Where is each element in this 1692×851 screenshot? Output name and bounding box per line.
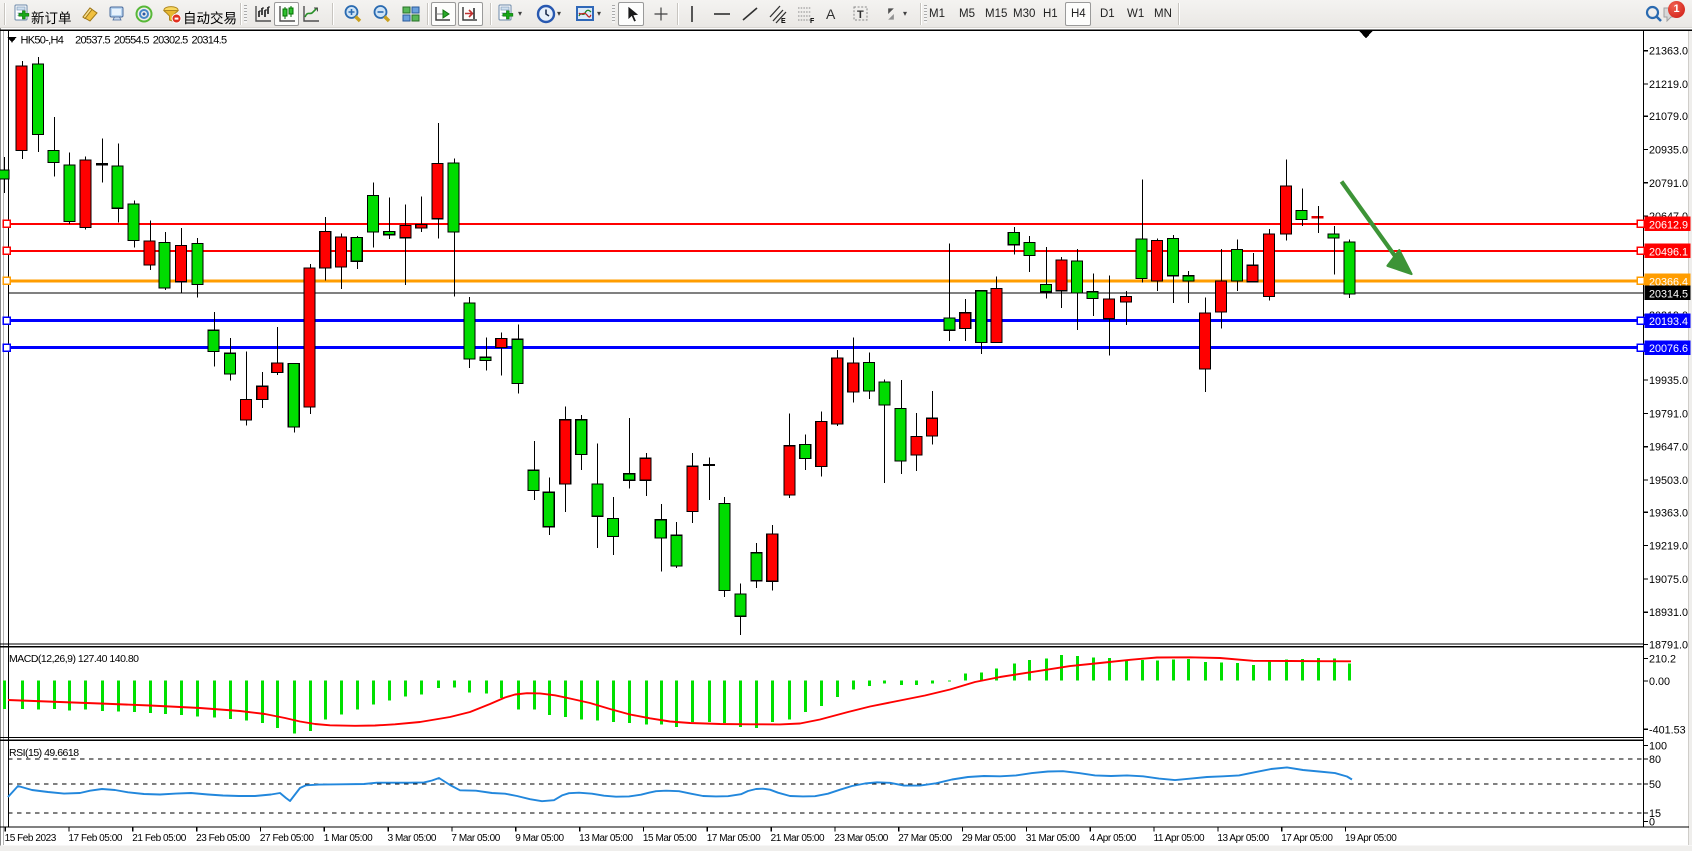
svg-text:20314.5: 20314.5 [1649,288,1688,300]
svg-text:19 Apr 05:00: 19 Apr 05:00 [1345,833,1397,844]
svg-text:19219.0: 19219.0 [1649,541,1688,553]
svg-text:21363.0: 21363.0 [1649,46,1688,58]
svg-text:RSI(15) 49.6618: RSI(15) 49.6618 [9,747,79,759]
svg-text:1 Mar 05:00: 1 Mar 05:00 [324,833,373,844]
svg-text:19647.0: 19647.0 [1649,442,1688,454]
svg-text:9 Mar 05:00: 9 Mar 05:00 [515,833,564,844]
svg-text:50: 50 [1649,779,1661,791]
svg-text:15: 15 [1649,808,1661,820]
svg-text:F: F [810,18,815,24]
svg-text:0.00: 0.00 [1649,676,1670,688]
svg-text:19075.0: 19075.0 [1649,574,1688,586]
svg-text:21 Mar 05:00: 21 Mar 05:00 [771,833,825,844]
svg-text:18791.0: 18791.0 [1649,640,1688,652]
svg-text:20076.6: 20076.6 [1649,343,1688,355]
svg-text:29 Mar 05:00: 29 Mar 05:00 [962,833,1016,844]
svg-text:19791.0: 19791.0 [1649,408,1688,420]
svg-text:19935.0: 19935.0 [1649,375,1688,387]
svg-text:4 Apr 05:00: 4 Apr 05:00 [1090,833,1137,844]
svg-text:100: 100 [1649,741,1667,753]
svg-text:17 Feb 05:00: 17 Feb 05:00 [68,833,122,844]
svg-text:HK50-,H4 20537.5 20554.5 203: HK50-,H4 20537.5 20554.5 20302.5 20314.5 [21,34,227,46]
svg-text:E: E [781,18,786,24]
svg-text:23 Mar 05:00: 23 Mar 05:00 [834,833,888,844]
svg-text:15 Feb 2023: 15 Feb 2023 [5,833,57,844]
svg-text:20366.4: 20366.4 [1649,276,1688,288]
svg-text:21219.0: 21219.0 [1649,79,1688,91]
svg-text:7 Mar 05:00: 7 Mar 05:00 [451,833,500,844]
svg-text:210.2: 210.2 [1649,654,1676,666]
svg-text:13 Mar 05:00: 13 Mar 05:00 [579,833,633,844]
svg-text:20496.1: 20496.1 [1649,246,1688,258]
svg-text:-401.53: -401.53 [1649,724,1686,736]
svg-text:0: 0 [1649,817,1655,829]
svg-text:13 Apr 05:00: 13 Apr 05:00 [1217,833,1269,844]
svg-text:20193.4: 20193.4 [1649,316,1688,328]
svg-text:11 Apr 05:00: 11 Apr 05:00 [1154,833,1205,844]
svg-text:17 Apr 05:00: 17 Apr 05:00 [1281,833,1333,844]
svg-text:20935.0: 20935.0 [1649,145,1688,157]
svg-text:15 Mar 05:00: 15 Mar 05:00 [643,833,697,844]
svg-text:20791.0: 20791.0 [1649,178,1688,190]
svg-text:19363.0: 19363.0 [1649,507,1688,519]
svg-text:27 Mar 05:00: 27 Mar 05:00 [898,833,952,844]
svg-text:21 Feb 05:00: 21 Feb 05:00 [132,833,186,844]
svg-text:27 Feb 05:00: 27 Feb 05:00 [260,833,314,844]
svg-text:3 Mar 05:00: 3 Mar 05:00 [388,833,437,844]
svg-text:20612.9: 20612.9 [1649,219,1688,231]
svg-text:18931.0: 18931.0 [1649,607,1688,619]
svg-text:17 Mar 05:00: 17 Mar 05:00 [707,833,761,844]
svg-text:21079.0: 21079.0 [1649,111,1688,123]
svg-text:MACD(12,26,9) 127.40 140.80: MACD(12,26,9) 127.40 140.80 [9,653,139,665]
svg-text:T: T [857,9,864,21]
svg-text:19503.0: 19503.0 [1649,475,1688,487]
svg-text:80: 80 [1649,754,1661,766]
svg-text:23 Feb 05:00: 23 Feb 05:00 [196,833,250,844]
svg-text:31 Mar 05:00: 31 Mar 05:00 [1026,833,1080,844]
